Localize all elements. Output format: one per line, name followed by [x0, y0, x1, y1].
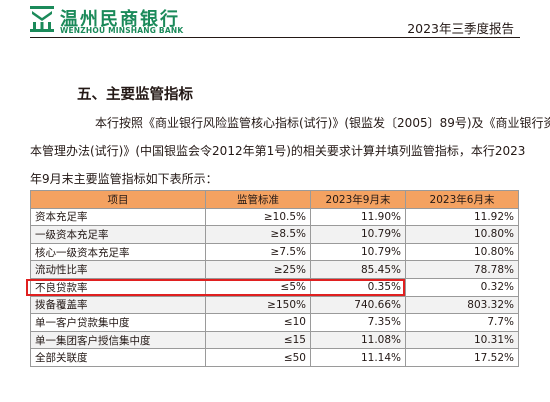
paragraph-line: 本管理办法(试行)》(中国银监会令2012年第1号)的相关要求计算并填列监管指标… — [30, 144, 526, 158]
row-item: 核心一级资本充足率 — [30, 242, 206, 262]
table-header-row: 项目 监管标准 2023年9月末 2023年6月末 — [30, 190, 519, 209]
row-standard: ≤5% — [205, 277, 311, 297]
row-item: 单一客户贷款集中度 — [30, 313, 206, 332]
row-item: 拨备覆盖率 — [30, 295, 206, 315]
row-sep-2023: 740.66% — [310, 295, 406, 315]
row-standard: ≥8.5% — [205, 225, 311, 244]
row-sep-2023: 11.14% — [310, 348, 406, 367]
column-header-sep-2023: 2023年9月末 — [310, 190, 406, 209]
table-row: 流动性比率 ≥25% 85.45% 78.78% — [30, 260, 519, 279]
table-row-highlighted: 不良贷款率 ≤5% 0.35% 0.32% — [30, 277, 519, 297]
table-row: 单一客户贷款集中度 ≤10 7.35% 7.7% — [30, 313, 519, 332]
row-standard: ≥150% — [205, 295, 311, 315]
row-jun-2023: 10.80% — [405, 225, 519, 244]
row-item: 单一集团客户授信集中度 — [30, 330, 206, 350]
row-item: 不良贷款率 — [30, 277, 206, 297]
report-title: 2023年三季度报告 — [407, 21, 514, 36]
page-header: 温州民商银行 WENZHOU MINSHANG BANK 2023年三季度报告 — [0, 0, 550, 40]
row-sep-2023: 85.45% — [310, 260, 406, 279]
paragraph-line: 本行按照《商业银行风险监管核心指标(试行)》(银监发〔2005〕89号)及《商业… — [95, 116, 550, 130]
regulatory-indicators-table: 项目 监管标准 2023年9月末 2023年6月末 资本充足率 ≥10.5% 1… — [30, 190, 519, 367]
row-item: 全部关联度 — [30, 348, 206, 367]
row-item: 一级资本充足率 — [30, 225, 206, 244]
row-sep-2023: 11.08% — [310, 330, 406, 350]
row-standard: ≥10.5% — [205, 207, 311, 227]
table-row: 一级资本充足率 ≥8.5% 10.79% 10.80% — [30, 225, 519, 244]
row-sep-2023: 10.79% — [310, 225, 406, 244]
row-standard: ≤10 — [205, 313, 311, 332]
header-divider — [30, 37, 520, 38]
paragraph-line: 年9月末主要监管指标如下表所示： — [30, 172, 218, 186]
column-header-jun-2023: 2023年6月末 — [405, 190, 519, 209]
row-jun-2023: 78.78% — [405, 260, 519, 279]
bank-logo-icon — [30, 6, 54, 32]
bank-name-cn: 温州民商银行 — [60, 9, 180, 30]
row-item: 资本充足率 — [30, 207, 206, 227]
bank-name-en: WENZHOU MINSHANG BANK — [60, 26, 184, 35]
table-row: 拨备覆盖率 ≥150% 740.66% 803.32% — [30, 295, 519, 315]
row-sep-2023: 7.35% — [310, 313, 406, 332]
row-standard: ≥25% — [205, 260, 311, 279]
row-jun-2023: 11.92% — [405, 207, 519, 227]
row-sep-2023: 11.90% — [310, 207, 406, 227]
row-jun-2023: 0.32% — [405, 277, 519, 297]
row-standard: ≤50 — [205, 348, 311, 367]
table-row: 资本充足率 ≥10.5% 11.90% 11.92% — [30, 207, 519, 227]
column-header-item: 项目 — [30, 190, 206, 209]
row-sep-2023: 0.35% — [310, 277, 406, 297]
column-header-standard: 监管标准 — [205, 190, 311, 209]
section-title: 五、主要监管指标 — [77, 87, 193, 103]
row-sep-2023: 10.79% — [310, 242, 406, 262]
row-jun-2023: 10.80% — [405, 242, 519, 262]
row-jun-2023: 17.52% — [405, 348, 519, 367]
row-item: 流动性比率 — [30, 260, 206, 279]
row-jun-2023: 10.31% — [405, 330, 519, 350]
row-standard: ≥7.5% — [205, 242, 311, 262]
table-row: 单一集团客户授信集中度 ≤15 11.08% 10.31% — [30, 330, 519, 350]
table-row: 核心一级资本充足率 ≥7.5% 10.79% 10.80% — [30, 242, 519, 262]
row-standard: ≤15 — [205, 330, 311, 350]
row-jun-2023: 803.32% — [405, 295, 519, 315]
table-row: 全部关联度 ≤50 11.14% 17.52% — [30, 348, 519, 367]
row-jun-2023: 7.7% — [405, 313, 519, 332]
